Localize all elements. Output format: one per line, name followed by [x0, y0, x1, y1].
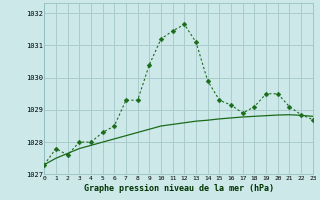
X-axis label: Graphe pression niveau de la mer (hPa): Graphe pression niveau de la mer (hPa) [84, 184, 274, 193]
